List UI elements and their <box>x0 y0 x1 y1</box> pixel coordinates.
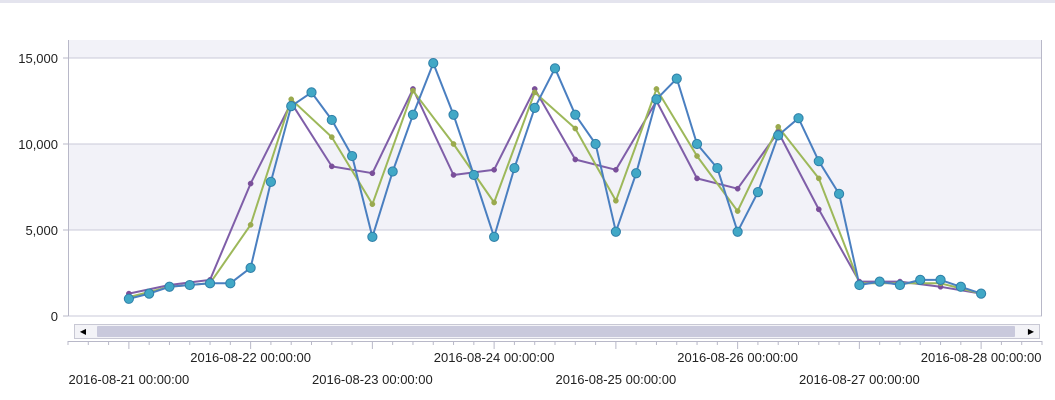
data-point <box>854 279 865 291</box>
series-line <box>128 88 982 295</box>
data-point <box>815 175 822 182</box>
y-tick-label: 5,000 <box>25 223 58 238</box>
data-point <box>691 138 703 150</box>
data-point <box>671 73 682 84</box>
triangle-left-icon[interactable]: ◀ <box>79 327 87 336</box>
data-point <box>265 176 277 187</box>
data-point <box>613 197 619 204</box>
x-tick-label: 2016-08-24 00:00:00 <box>434 350 555 365</box>
y-tick-label: 0 <box>51 309 58 324</box>
data-point <box>734 185 741 192</box>
data-point <box>531 89 538 96</box>
data-point <box>935 274 946 285</box>
data-point <box>955 281 966 292</box>
data-point <box>529 102 540 113</box>
data-point <box>306 87 317 98</box>
data-point <box>572 156 579 163</box>
data-point <box>509 162 520 174</box>
plot-bands <box>68 40 1042 230</box>
x-tick-label: 2016-08-26 00:00:00 <box>677 350 798 365</box>
data-point <box>734 208 741 214</box>
x-tick-label: 2016-08-22 00:00:00 <box>190 350 311 365</box>
data-point <box>468 169 479 181</box>
data-point <box>793 113 804 124</box>
x-tick-label: 2016-08-25 00:00:00 <box>556 372 677 387</box>
data-point <box>874 276 885 287</box>
scrollbar-thumb[interactable] <box>97 326 1015 337</box>
data-point <box>491 166 497 173</box>
data-point <box>369 170 376 177</box>
data-point <box>631 168 642 179</box>
data-point <box>590 138 601 150</box>
data-point <box>752 187 764 198</box>
data-point <box>775 123 782 130</box>
data-point <box>225 278 236 289</box>
data-point <box>894 279 906 291</box>
data-point <box>328 163 335 170</box>
y-tick-label: 10,000 <box>18 137 58 152</box>
x-tick-label: 2016-08-27 00:00:00 <box>799 372 920 387</box>
x-axis-ticks: 2016-08-22 00:00:00 2016-08-24 00:00:00 20… <box>67 341 1043 387</box>
data-point <box>815 206 822 213</box>
x-tick-label: 2016-08-21 00:00:00 <box>69 372 190 387</box>
data-point <box>651 94 662 105</box>
data-point <box>369 201 376 208</box>
data-point <box>610 226 621 237</box>
data-point <box>694 153 700 159</box>
data-point <box>572 125 579 132</box>
data-point <box>833 188 845 199</box>
data-point <box>428 58 439 69</box>
data-point <box>694 175 700 182</box>
plot-band <box>68 40 1042 58</box>
data-point <box>184 279 195 291</box>
data-point <box>976 288 987 299</box>
data-point <box>123 293 134 304</box>
data-point <box>915 274 926 285</box>
data-point <box>613 166 619 173</box>
y-axis-ticks: 0 5,000 10,000 15,000 <box>18 51 68 324</box>
horizontal-scrollbar[interactable]: ◀ ▶ <box>74 324 1040 339</box>
data-point <box>773 130 784 141</box>
data-point <box>570 109 581 120</box>
data-point <box>326 114 337 126</box>
data-point <box>653 86 660 92</box>
top-border <box>0 0 1055 3</box>
data-point <box>247 221 254 228</box>
data-point <box>247 180 254 187</box>
data-point <box>813 156 824 167</box>
data-point <box>367 231 378 242</box>
x-tick-label: 2016-08-28 00:00:00 <box>921 350 1042 365</box>
data-point <box>286 101 297 112</box>
data-point <box>204 278 216 289</box>
data-point <box>387 166 398 177</box>
data-point <box>549 63 561 74</box>
data-point <box>450 172 457 178</box>
triangle-right-icon[interactable]: ▶ <box>1027 327 1035 336</box>
data-point <box>144 288 155 299</box>
series-markers <box>123 58 987 304</box>
data-point <box>328 134 335 140</box>
data-point <box>346 150 358 162</box>
data-point <box>410 87 416 94</box>
y-tick-label: 15,000 <box>18 51 58 66</box>
data-point <box>712 162 723 174</box>
data-point <box>450 141 457 147</box>
data-point <box>407 109 419 120</box>
data-point <box>164 281 175 292</box>
data-point <box>489 231 500 242</box>
data-point <box>448 109 459 120</box>
x-tick-label: 2016-08-23 00:00:00 <box>312 372 433 387</box>
series-line <box>128 88 982 299</box>
plot-band <box>68 144 1042 230</box>
data-point <box>245 262 256 273</box>
data-point <box>491 199 497 206</box>
data-point <box>732 226 743 237</box>
